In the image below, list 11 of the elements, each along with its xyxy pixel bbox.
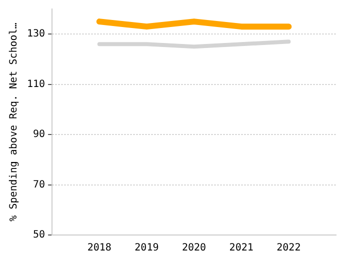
- x-tick-label: 2018: [87, 242, 112, 254]
- y-tick-label: 110: [27, 78, 46, 90]
- x-tick-label: 2022: [276, 242, 301, 254]
- y-tick-label: 130: [27, 28, 46, 40]
- y-tick-label: 50: [33, 230, 46, 241]
- y-axis-title: % Spending above Req. Net School…: [8, 22, 20, 222]
- x-tick-label: 2021: [229, 242, 254, 254]
- x-tick-label: 2019: [134, 242, 159, 254]
- x-tick-label: 2020: [182, 242, 206, 254]
- y-tick-label: 70: [33, 179, 46, 190]
- y-tick-label: 90: [33, 129, 46, 140]
